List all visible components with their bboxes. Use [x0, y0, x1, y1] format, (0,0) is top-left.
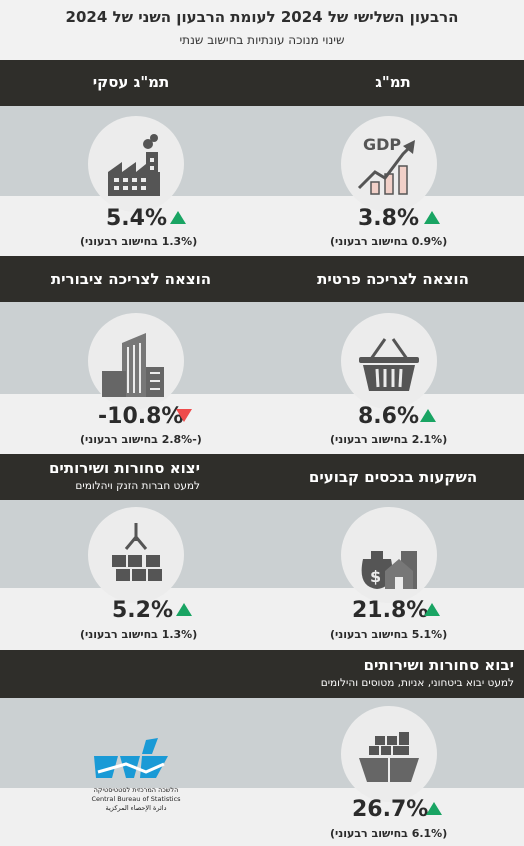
gdp-icon-circle: GDP [341, 116, 437, 212]
row4-value-band [0, 788, 524, 846]
imports-sublabel: למעט יבוא ביטחוני, אניות, מטוסים והילומי… [320, 677, 514, 689]
fixed-investment-icon-circle: $ [341, 507, 437, 603]
exports-label: יצוא סחורות ושירותים [48, 459, 200, 477]
crane-boxes-icon [112, 523, 162, 581]
exports-note: (1.3% בחישוב רבעוני) [80, 628, 198, 641]
svg-text:$: $ [370, 567, 381, 586]
gdp-icon-text: GDP [363, 135, 401, 154]
private-consumption-up-arrow-icon [420, 409, 436, 422]
row4-label-band [0, 650, 524, 698]
exports-up-arrow-icon [176, 603, 192, 616]
exports-value: 5.2% [112, 598, 174, 623]
row2-value-band [0, 394, 524, 454]
shopping-basket-icon [359, 338, 419, 391]
public-consumption-icon-circle [88, 313, 184, 409]
imports-note: (6.1% בחישוב רבעוני) [330, 827, 448, 840]
private-consumption-label: הוצאה לצריכה פרטית [317, 270, 469, 288]
row3-icon-band [0, 500, 524, 588]
imports-icon-circle [341, 706, 437, 802]
private-consumption-value: 8.6% [358, 404, 420, 429]
fixed-investment-value: 21.8% [352, 598, 429, 623]
public-consumption-value: -10.8% [98, 404, 184, 429]
public-consumption-label: הוצאה לצריכה ציבורית [50, 270, 212, 288]
imports-label: יבוא סחורות ושירותים [363, 656, 514, 674]
public-consumption-down-arrow-icon [176, 409, 192, 422]
exports-sublabel: למעט חברות הזנק ויהלומים [75, 480, 200, 492]
gdp-note: (0.9% בחישוב רבעוני) [330, 235, 448, 248]
gdp-chart-icon: GDP [357, 135, 415, 195]
imports-value: 26.7% [352, 797, 429, 822]
business-gdp-up-arrow-icon [170, 211, 186, 224]
business-gdp-label: תמ"ג עסקי [92, 73, 170, 91]
gdp-up-arrow-icon [424, 211, 440, 224]
business-gdp-note: (1.3% בחישוב רבעוני) [80, 235, 198, 248]
gdp-value: 3.8% [358, 206, 420, 231]
cbs-logo [86, 736, 186, 786]
fixed-investment-label: השקעות בנכסים קבועים [308, 468, 478, 486]
factory-icon [108, 134, 160, 196]
row1-label-band [0, 60, 524, 106]
logo-name-en: Central Bureau of Statistics [91, 795, 181, 803]
fixed-investment-note: (5.1% בחישוב רבעוני) [330, 628, 448, 641]
money-house-icon: $ [361, 551, 417, 589]
private-consumption-icon-circle [341, 313, 437, 409]
buildings-icon [102, 333, 164, 397]
row3-label-band [0, 454, 524, 500]
logo-name-he: הלשכה המרכזית לסטטיסטיקה [93, 786, 179, 794]
row4-icon-band [0, 698, 524, 788]
imports-up-arrow-icon [426, 802, 442, 815]
row1-value-band [0, 196, 524, 256]
cargo-ship-icon [359, 732, 419, 782]
business-gdp-value: 5.4% [106, 206, 168, 231]
row3-value-band [0, 588, 524, 650]
page-subtitle: שינוי מנוכה עונתיות בחישוב שנתי [179, 33, 345, 47]
page-title: הרבעון השלישי של 2024 לעומת הרבעון השני … [65, 8, 459, 26]
row2-label-band [0, 256, 524, 302]
business-gdp-icon-circle [88, 116, 184, 212]
row1-icon-band [0, 106, 524, 196]
logo-name-ar: دائرة الإحصاء المركزية [105, 804, 167, 812]
fixed-investment-up-arrow-icon [424, 603, 440, 616]
exports-icon-circle [88, 507, 184, 603]
private-consumption-note: (2.1% בחישוב רבעוני) [330, 433, 448, 446]
public-consumption-note: (-2.8% בחישוב רבעוני) [80, 433, 202, 446]
row2-icon-band [0, 302, 524, 394]
gdp-label: תמ"ג [375, 73, 411, 91]
